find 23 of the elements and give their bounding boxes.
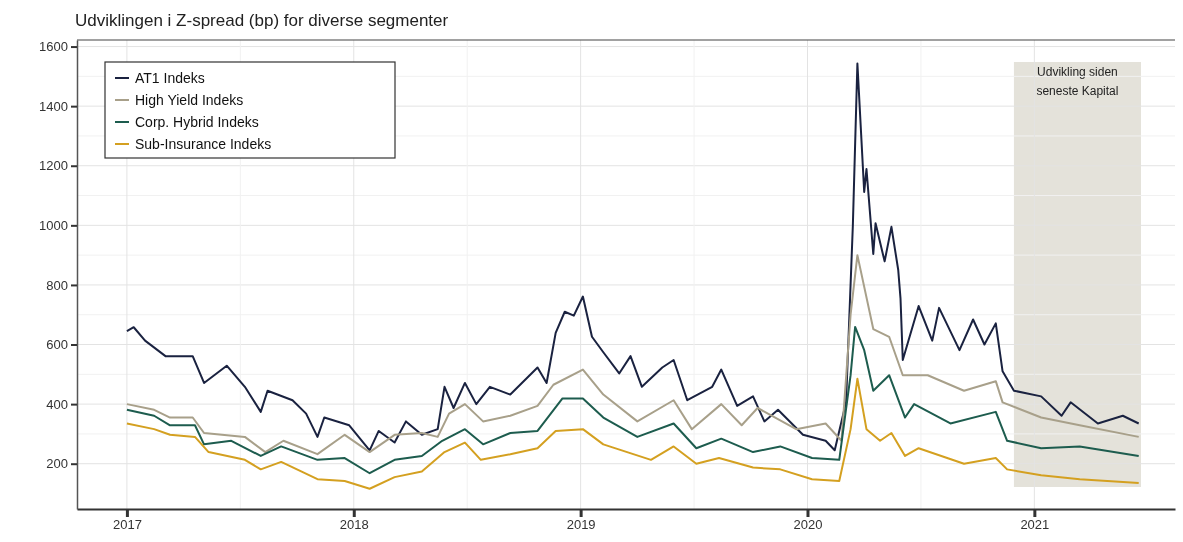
y-tick-label: 1200: [39, 158, 68, 174]
band-label: Udvikling siden seneste Kapital: [1036, 65, 1119, 98]
legend-label: Sub-Insurance Indeks: [135, 136, 272, 152]
x-tick-label: 2017: [112, 517, 142, 533]
y-tick-label: 800: [46, 277, 68, 293]
line-series: [125, 325, 1140, 475]
chart-title: Udviklingen i Z-spread (bp) for diverse segmenter: [75, 11, 449, 30]
legend-label: High Yield Indeks: [135, 92, 244, 108]
x-tick-label: 2020: [793, 517, 823, 533]
legend-label: Corp. Hybrid Indeks: [135, 114, 259, 130]
line-series: [125, 62, 1140, 452]
y-tick-label: 1600: [39, 39, 68, 55]
line-series: [125, 254, 1140, 456]
legend-label: AT1 Indeks: [135, 70, 205, 86]
y-tick-label: 600: [46, 337, 68, 353]
y-tick-label: 200: [46, 456, 68, 472]
y-tick-label: 400: [46, 396, 68, 412]
x-tick-label: 2019: [566, 517, 596, 533]
x-tick-label: 2021: [1020, 517, 1050, 533]
y-tick-label: 1400: [39, 98, 68, 114]
x-tick-label: 2018: [339, 517, 369, 533]
y-tick-label: 1000: [39, 218, 68, 233]
line-series: [125, 377, 1140, 490]
